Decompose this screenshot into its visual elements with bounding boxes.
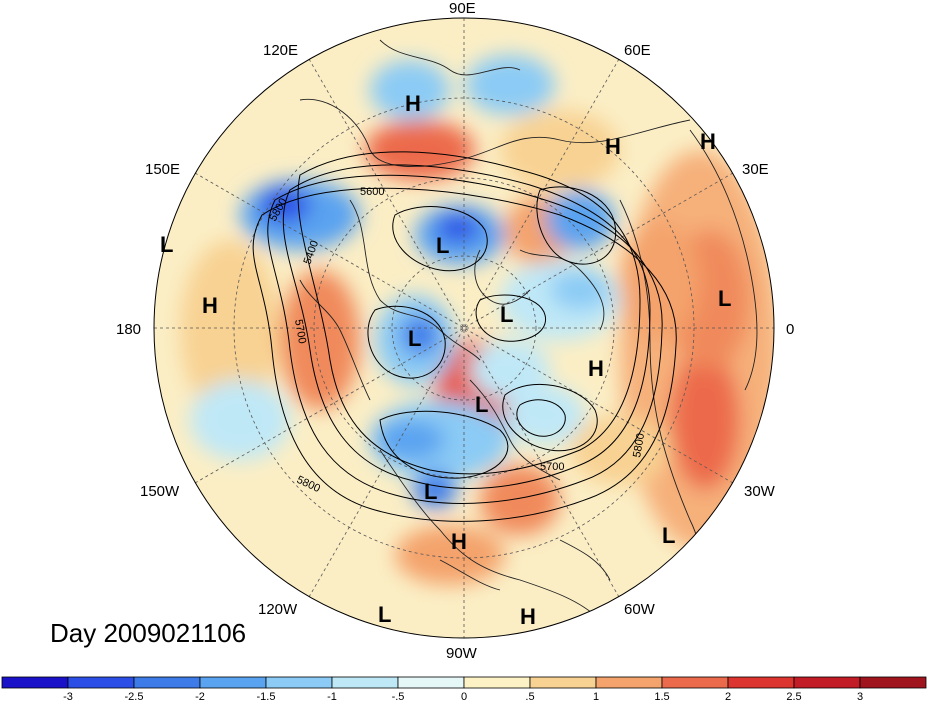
colorbar-box: [727, 676, 795, 689]
pressure-center: L: [662, 523, 675, 548]
pressure-center: L: [408, 326, 421, 351]
colorbar-box: [463, 676, 531, 689]
lon-label-120e: 120E: [263, 42, 298, 59]
colorbar-tick-label: 3: [857, 691, 863, 702]
colorbar-box: [331, 676, 399, 689]
colorbar-tick-label: -1.5: [257, 691, 276, 702]
colorbar-tick-label: 2.5: [786, 691, 801, 702]
pressure-center: H: [405, 91, 421, 116]
map-boundary: [153, 17, 775, 639]
lon-label-60w: 60W: [624, 601, 656, 618]
pressure-center: L: [718, 286, 731, 311]
colorbar-tick-label: .5: [525, 691, 534, 702]
colorbar-box: [859, 676, 927, 689]
pressure-center: H: [605, 134, 621, 159]
colorbar: -3 -2.5 -2 -1.5 -1 -.5 0 .5 1 1.5 2 2.5 3: [1, 676, 927, 702]
lon-label-60e: 60E: [624, 42, 651, 59]
colorbar-tick-label: -2.5: [125, 691, 144, 702]
colorbar-box: [67, 676, 135, 689]
colorbar-tick-label: -3: [63, 691, 73, 702]
colorbar-tick-label: 2: [725, 691, 731, 702]
contour-label: 5700: [292, 318, 308, 344]
lon-label-0: 0: [786, 321, 794, 338]
longitude-labels: 90E 120E 60E 150E 30E 180 0 150W 30W 120…: [116, 0, 794, 662]
pressure-center: H: [202, 293, 218, 318]
colorbar-box: [133, 676, 201, 689]
day-label: Day 2009021106: [50, 618, 247, 648]
lon-label-180: 180: [116, 321, 141, 338]
colorbar-tick-label: 0: [461, 691, 467, 702]
graticule: [154, 18, 774, 638]
colorbar-box: [1, 676, 69, 689]
lon-label-150e: 150E: [145, 161, 180, 178]
colorbar-tick-label: -.5: [392, 691, 405, 702]
pressure-center: H: [588, 356, 604, 381]
colorbar-box: [661, 676, 729, 689]
contour-label: 5800: [631, 432, 647, 458]
pressure-center: H: [700, 129, 716, 154]
contour-label: 5600: [360, 186, 384, 198]
pressure-center: H: [520, 604, 536, 629]
colorbar-tick-label: -1: [327, 691, 337, 702]
colorbar-tick-label: 1: [593, 691, 599, 702]
lon-label-90w: 90W: [446, 645, 478, 662]
colorbar-tick-label: -2: [195, 691, 205, 702]
lon-label-30w: 30W: [744, 483, 776, 500]
pressure-center: L: [160, 232, 173, 257]
pressure-center: L: [500, 302, 513, 327]
pressure-center: L: [378, 602, 391, 627]
colorbar-box: [265, 676, 333, 689]
lon-label-30e: 30E: [742, 161, 769, 178]
height-contours: [252, 151, 677, 522]
colorbar-box: [529, 676, 597, 689]
colorbar-box: [397, 676, 465, 689]
colorbar-box: [793, 676, 861, 689]
colorbar-box: [595, 676, 663, 689]
pressure-center: L: [424, 479, 437, 504]
pressure-center: L: [436, 233, 449, 258]
colorbar-ticks: -3 -2.5 -2 -1.5 -1 -.5 0 .5 1 1.5 2 2.5 3: [63, 691, 863, 702]
colorbar-tick-label: 1.5: [654, 691, 669, 702]
lon-label-120w: 120W: [258, 601, 298, 618]
lon-label-150w: 150W: [140, 483, 180, 500]
pressure-center: H: [451, 529, 467, 554]
colorbar-box: [199, 676, 267, 689]
pressure-center: L: [475, 392, 488, 417]
pressure-centers: H H H L H L L L L L H L L H L L H: [160, 91, 731, 629]
contour-label: 5700: [540, 461, 564, 473]
lon-label-90e: 90E: [449, 0, 476, 17]
colorbar-boxes: [1, 676, 927, 689]
